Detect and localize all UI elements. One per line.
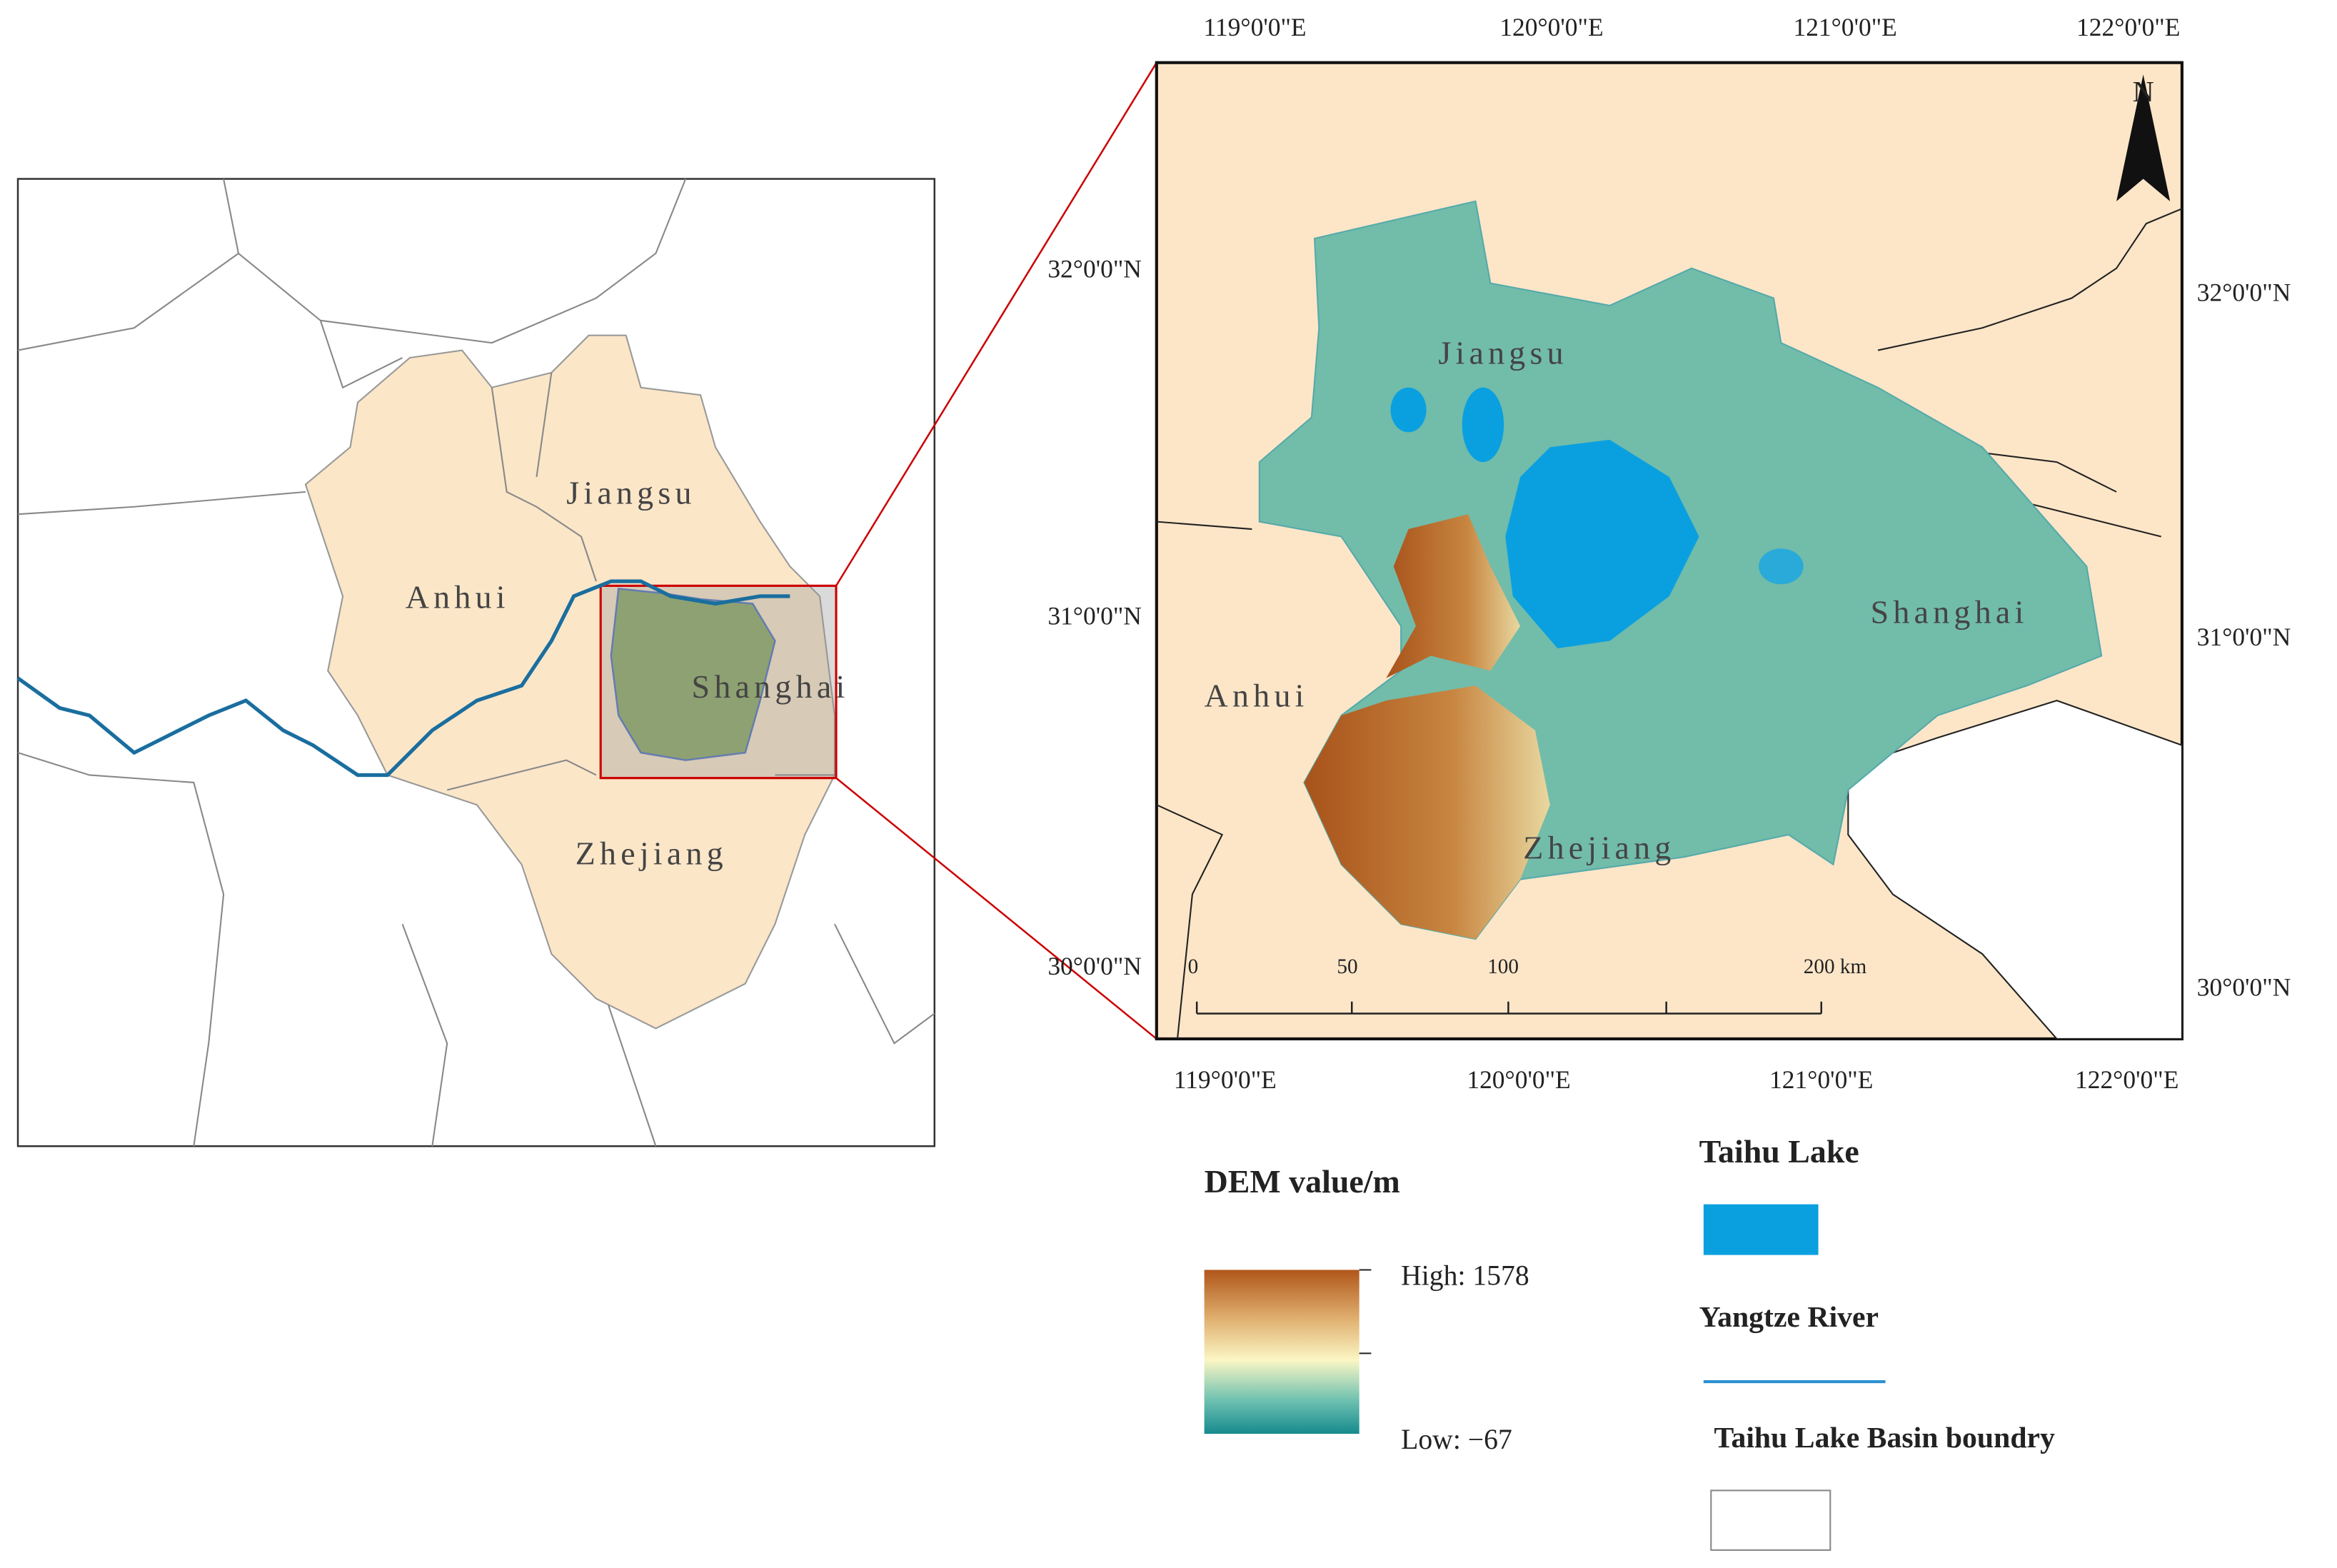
- lake: [1462, 387, 1504, 463]
- detail-map: N Jiangsu Anhui Shanghai Zhejiang 0 50 1…: [1155, 61, 2184, 1041]
- north-arrow: [2116, 74, 2171, 201]
- lon-label: 119°0'0"E: [1204, 13, 1307, 41]
- lake: [1390, 387, 1427, 433]
- dem-high: High: 1578: [1401, 1260, 1529, 1291]
- zoom-line: [835, 777, 1157, 1040]
- yangtze-river: [16, 579, 790, 778]
- province-label: Zhejiang: [1523, 829, 1675, 865]
- scale-label: 100: [1487, 955, 1519, 978]
- province-label: Anhui: [406, 579, 510, 615]
- scale-label: 200 km: [1804, 955, 1867, 978]
- boundary-swatch: [1710, 1489, 1831, 1551]
- lat-label: 32°0'0"N: [1047, 254, 1142, 283]
- dem-ramp: [1204, 1270, 1360, 1434]
- overview-map: Anhui Jiangsu Shanghai Zhejiang: [16, 178, 936, 1147]
- province-label: Shanghai: [692, 668, 850, 705]
- highland: [1304, 685, 1550, 940]
- lon-label: 119°0'0"E: [1174, 1065, 1277, 1094]
- lat-label: 30°0'0"N: [1047, 952, 1142, 980]
- scale-bar: [1195, 1001, 1823, 1015]
- lat-label: 31°0'0"N: [2197, 623, 2291, 651]
- province-label: Anhui: [1205, 677, 1309, 713]
- province-label: Jiangsu: [1438, 334, 1568, 371]
- lon-label: 121°0'0"E: [1793, 13, 1896, 41]
- graticule-labels: 119°0'0"E 120°0'0"E 121°0'0"E 122°0'0"E …: [1047, 13, 2291, 1094]
- boundaries: [1156, 521, 1252, 1040]
- lon-label: 120°0'0"E: [1467, 1065, 1570, 1094]
- lon-label: 120°0'0"E: [1499, 13, 1603, 41]
- lat-label: 32°0'0"N: [2197, 278, 2291, 307]
- lake: [1759, 548, 1804, 585]
- study-area-box: [599, 584, 838, 780]
- lon-label: 122°0'0"E: [2076, 13, 2180, 41]
- lake-swatch: [1703, 1204, 1819, 1255]
- province-label: Jiangsu: [566, 475, 696, 511]
- provinces: [304, 334, 835, 1030]
- basin-area: [610, 588, 776, 761]
- lon-label: 121°0'0"E: [1769, 1065, 1873, 1094]
- highland: [1386, 514, 1521, 678]
- zoom-line: [835, 62, 1157, 587]
- scale-label: 0: [1188, 955, 1199, 978]
- dem-low: Low: −67: [1401, 1424, 1512, 1455]
- lon-label: 122°0'0"E: [2075, 1065, 2178, 1094]
- sea: [1847, 700, 2183, 1040]
- lat-label: 31°0'0"N: [1047, 602, 1142, 630]
- legend-label: Taihu Lake: [1699, 1133, 1859, 1170]
- province-inner-boundaries: [446, 372, 835, 791]
- north-label: N: [2133, 76, 2154, 109]
- legend-title: DEM value/m: [1205, 1163, 1400, 1200]
- province-label: Zhejiang: [576, 835, 728, 872]
- lat-label: 30°0'0"N: [2197, 973, 2291, 1001]
- legend-label: Taihu Lake Basin boundry: [1714, 1422, 2055, 1454]
- scale-label: 50: [1337, 955, 1357, 978]
- legend-label: Yangtze River: [1699, 1301, 1879, 1334]
- province-boundaries: [17, 179, 935, 1147]
- taihu-lake: [1505, 439, 1699, 649]
- legend: DEM value/m High: 1578 Low: −67 Taihu La…: [1204, 1133, 2055, 1551]
- province-label: Shanghai: [1871, 594, 2029, 630]
